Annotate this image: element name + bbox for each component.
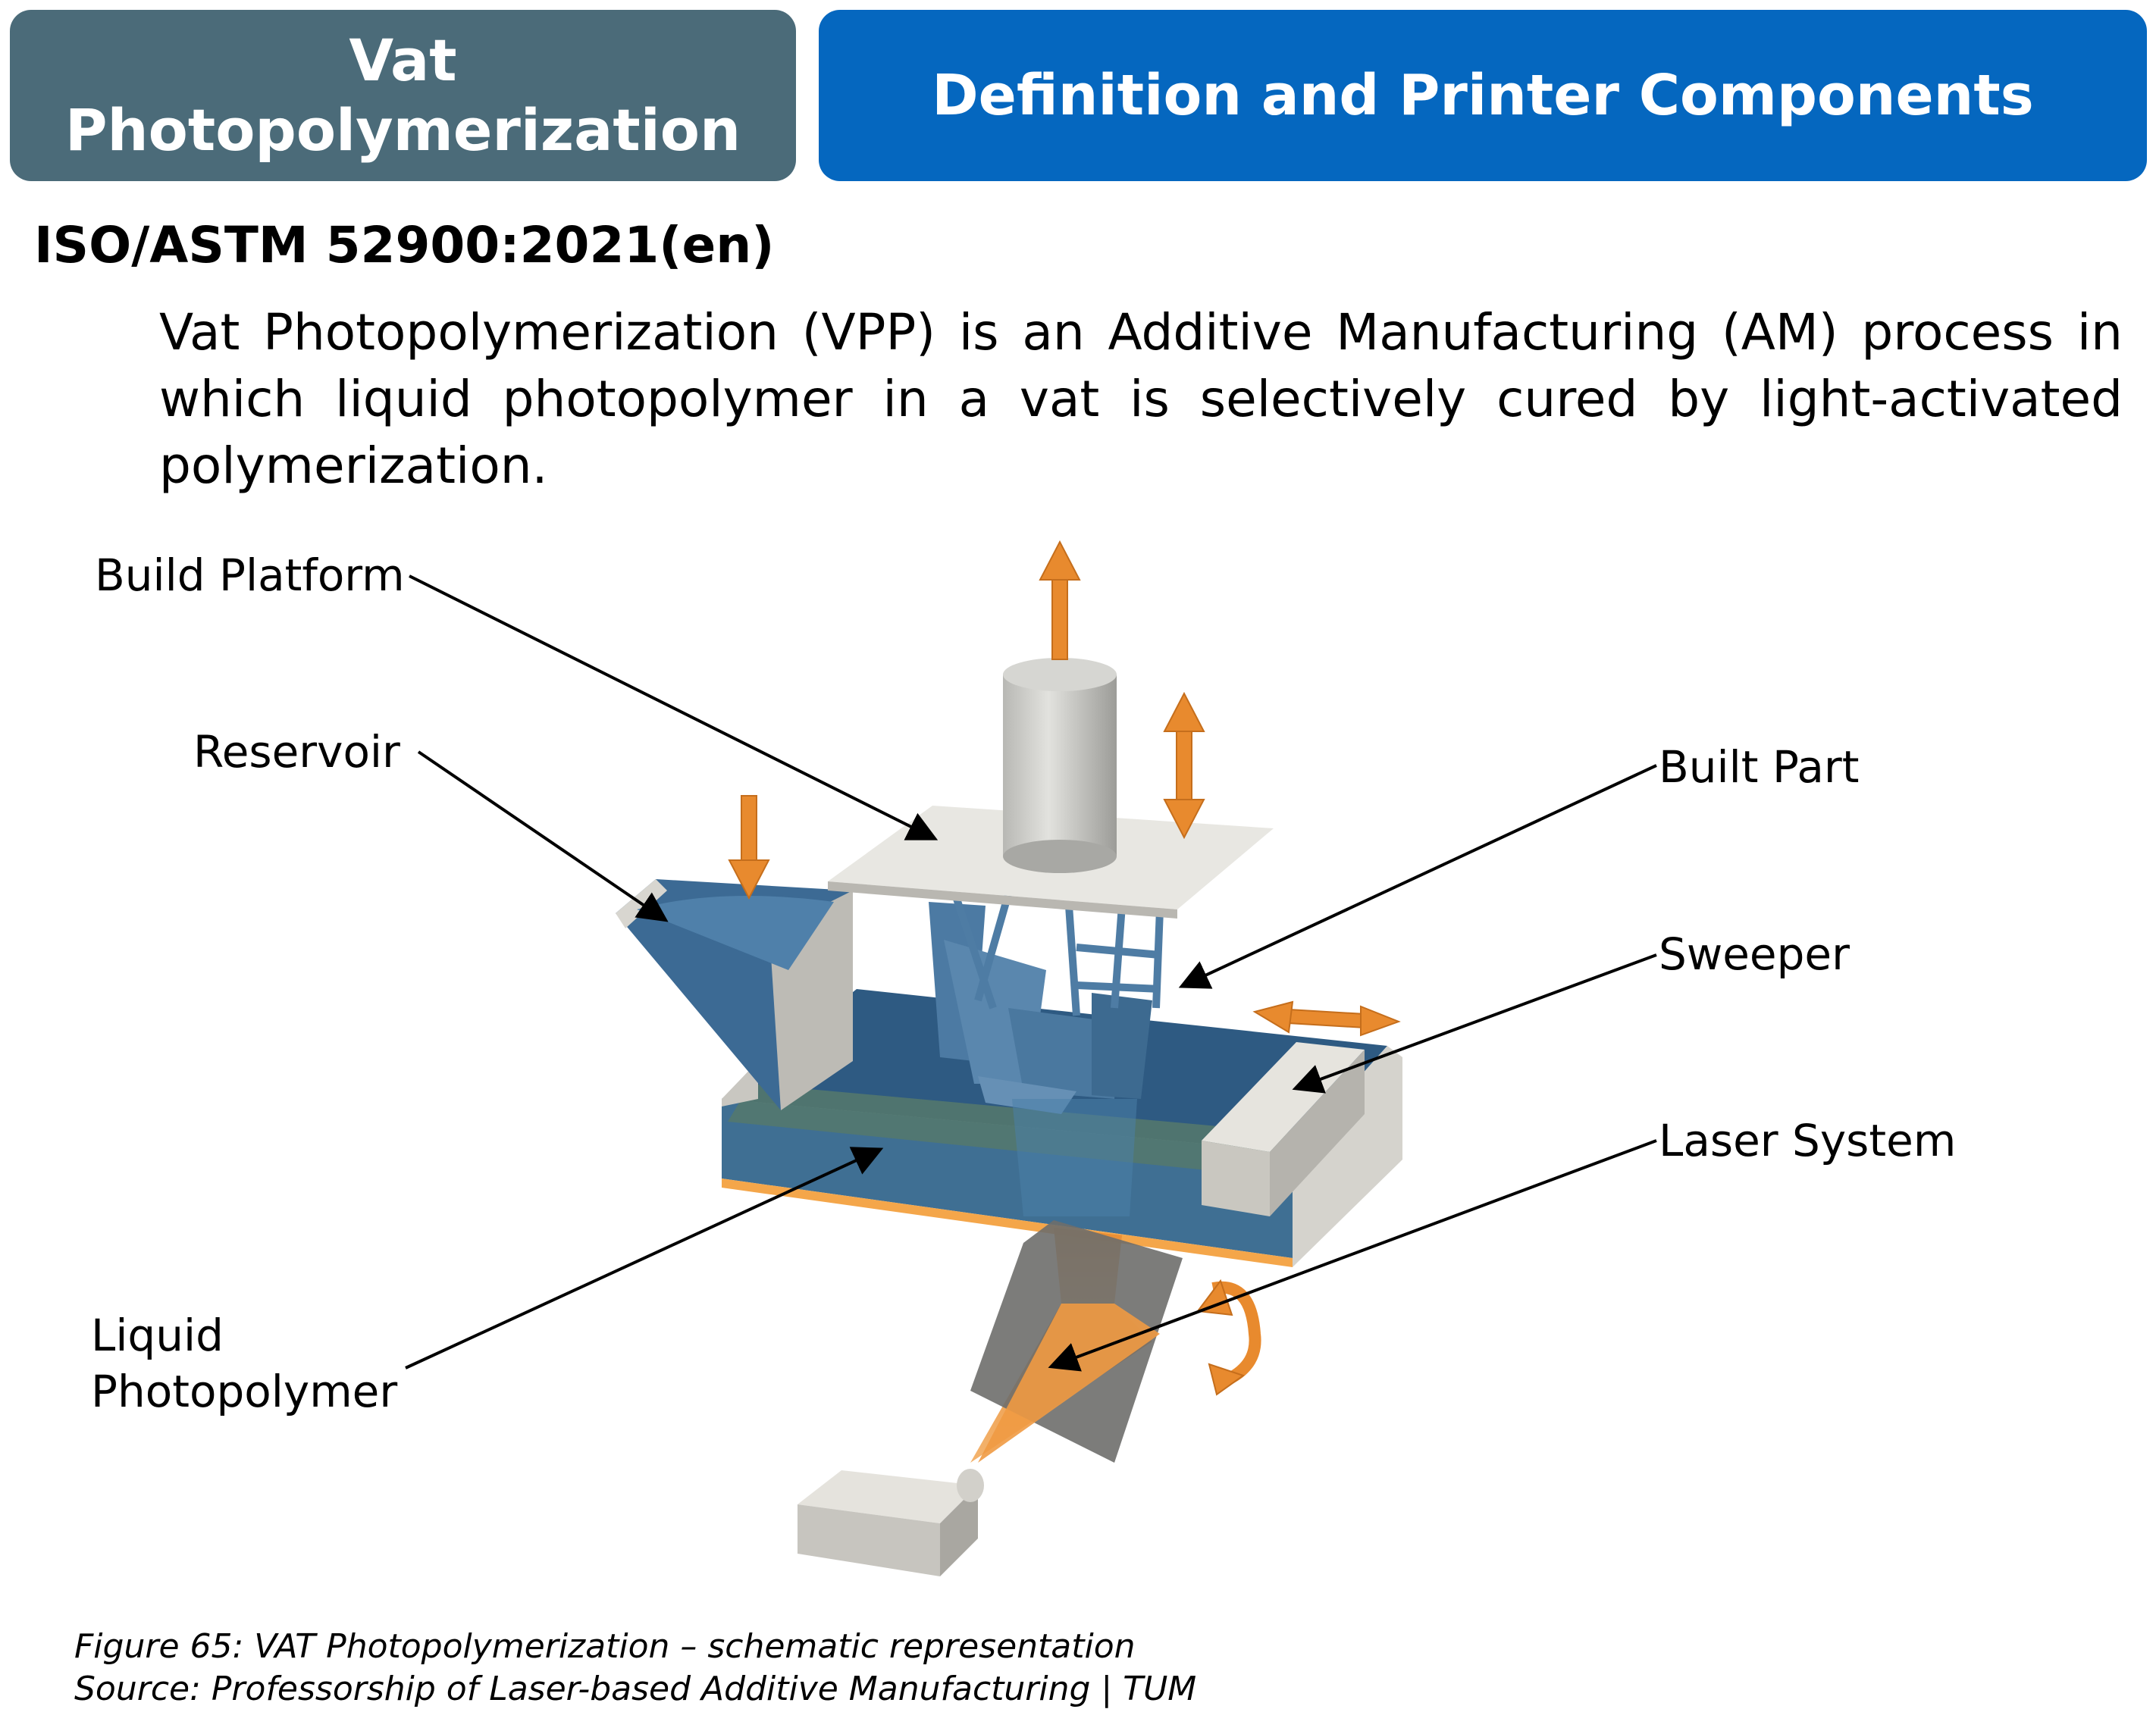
topic-line-1: Vat [349, 27, 457, 94]
figure-source: Source: Professorship of Laser-based Add… [74, 1670, 1197, 1708]
reservoir [616, 879, 853, 1110]
standard-reference: ISO/ASTM 52900:2021(en) [34, 216, 775, 274]
platform-cylinder [1003, 658, 1117, 873]
definition-text: Vat Photopolymerization (VPP) is an Addi… [159, 303, 2123, 495]
leader-build-platform [409, 574, 939, 840]
z-axis-arrow [1176, 727, 1192, 804]
leader-lines [405, 574, 1657, 1372]
leader-sweeper [1292, 953, 1657, 1094]
leader-reservoir [417, 750, 669, 922]
label-reservoir: Reservoir [193, 726, 400, 778]
sweeper-motion-arrow [1288, 1008, 1365, 1029]
section-title: Definition and Printer Components [932, 63, 2034, 128]
label-liquid-line-2: Photopolymer [91, 1366, 398, 1417]
platform-up-arrow [1051, 575, 1068, 660]
topic-banner: Vat Photopolymerization [10, 10, 796, 181]
label-laser-system: Laser System [1659, 1115, 1957, 1166]
section-title-banner: Definition and Printer Components [819, 10, 2147, 181]
reservoir-feed-arrow [741, 795, 757, 865]
topic-line-2: Photopolymerization [64, 96, 741, 164]
leader-built-part [1178, 764, 1657, 989]
figure-title: Figure 65: VAT Photopolymerization – sch… [74, 1627, 1136, 1666]
label-sweeper: Sweeper [1659, 928, 1850, 980]
label-built-part: Built Part [1659, 741, 1860, 793]
mirror-rotation-arrow [1211, 1281, 1261, 1385]
label-liquid-line-1: Liquid [91, 1310, 224, 1361]
label-build-platform: Build Platform [95, 549, 405, 601]
built-part [929, 893, 1164, 1114]
laser-source [798, 1469, 984, 1576]
leader-laser-system [1048, 1139, 1657, 1372]
label-liquid-photopolymer: Liquid Photopolymer [91, 1307, 397, 1420]
figure-caption: Figure 65: VAT Photopolymerization – sch… [74, 1626, 1196, 1711]
motion-arrows [728, 540, 1401, 1396]
leader-liquid-photopolymer [405, 1147, 884, 1369]
scanner-mirror [970, 1220, 1183, 1463]
